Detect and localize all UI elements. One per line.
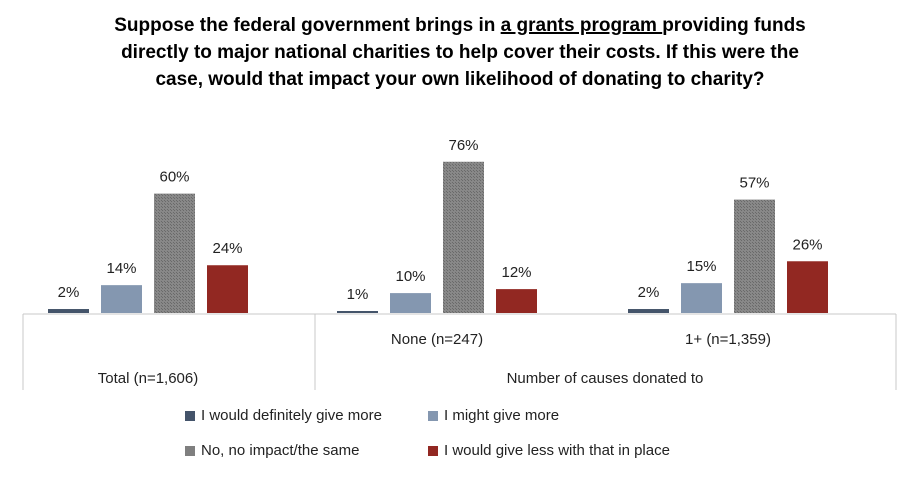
bar-i-would-give-less-with-that-in-place-0: [207, 265, 248, 313]
legend-swatch: [185, 445, 195, 456]
legend-swatch: [428, 410, 438, 421]
bar-no-no-impact-the-same-0: [154, 193, 195, 313]
bar-i-would-definitely-give-more-1: [337, 311, 378, 313]
data-label: 12%: [501, 264, 531, 281]
title-text-part: providing funds directly to major nation…: [121, 15, 806, 90]
category-label: None (n=247): [391, 331, 483, 348]
legend-label: I would give less with that in place: [444, 442, 670, 459]
legend-item-give-less: I would give less with that in place: [428, 442, 670, 459]
legend-swatch: [428, 445, 438, 456]
bar-i-would-give-less-with-that-in-place-1: [496, 289, 537, 313]
legend-label: I might give more: [444, 407, 560, 424]
legend-item-definitely-more: I would definitely give more: [185, 407, 382, 424]
bar-no-no-impact-the-same-2: [734, 199, 775, 313]
data-label: 2%: [638, 284, 660, 301]
bar-i-would-definitely-give-more-2: [628, 309, 669, 313]
data-label: 24%: [212, 240, 242, 257]
data-label: 14%: [106, 260, 136, 277]
category-label: 1+ (n=1,359): [685, 331, 771, 348]
chart-title: Suppose the federal government brings in…: [110, 12, 810, 93]
data-label: 76%: [448, 137, 478, 154]
data-label: 2%: [58, 284, 80, 301]
data-label: 1%: [347, 286, 369, 303]
bar-i-would-give-less-with-that-in-place-2: [787, 261, 828, 313]
legend-item-might-more: I might give more: [428, 407, 559, 424]
category-group-label: Number of causes donated to: [507, 370, 704, 387]
bar-i-might-give-more-0: [101, 285, 142, 313]
bar-no-no-impact-the-same-1: [443, 161, 484, 313]
data-label: 10%: [395, 268, 425, 285]
data-label: 26%: [792, 236, 822, 253]
category-label: Total (n=1,606): [98, 370, 198, 387]
legend-label: I would definitely give more: [201, 407, 382, 424]
legend-label: No, no impact/the same: [201, 442, 360, 459]
bar-i-would-definitely-give-more-0: [48, 309, 89, 313]
data-label: 60%: [159, 169, 189, 186]
legend-item-no-impact: No, no impact/the same: [185, 442, 359, 459]
legend-swatch: [185, 410, 195, 421]
title-underlined-text: a grants program: [500, 15, 663, 36]
bar-i-might-give-more-2: [681, 283, 722, 313]
bar-i-might-give-more-1: [390, 293, 431, 313]
title-text-part: Suppose the federal government brings in: [114, 15, 501, 36]
data-label: 15%: [686, 258, 716, 275]
data-label: 57%: [739, 175, 769, 192]
